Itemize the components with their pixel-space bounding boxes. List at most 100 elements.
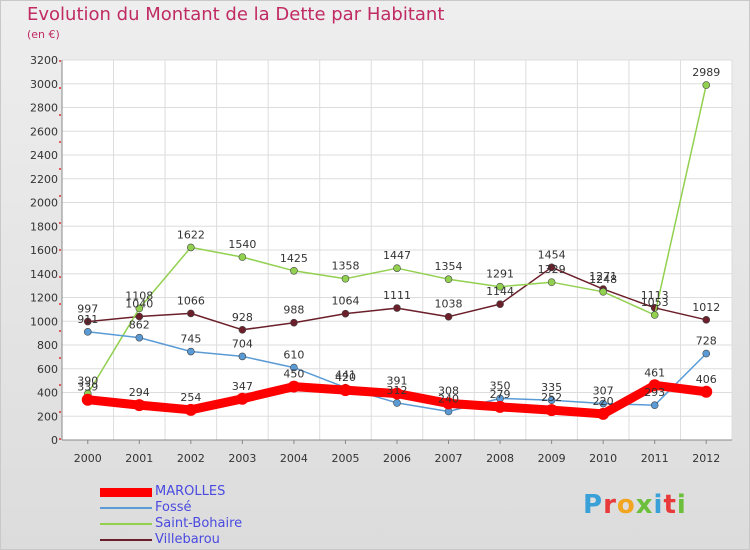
data-point xyxy=(650,401,659,410)
y-tick-label: 2600 xyxy=(30,125,58,138)
data-point xyxy=(187,243,195,252)
data-label: 610 xyxy=(283,349,304,362)
logo-letter: r xyxy=(603,490,617,520)
data-point xyxy=(238,325,247,334)
y-tick-label: 2200 xyxy=(30,173,58,186)
data-label: 1447 xyxy=(383,249,411,262)
data-label: 2989 xyxy=(692,66,720,79)
data-label: 1425 xyxy=(280,252,308,265)
data-point xyxy=(547,263,556,272)
data-label: 1271 xyxy=(589,270,617,283)
data-point xyxy=(341,309,350,318)
data-label: 988 xyxy=(283,304,304,317)
data-label: 1454 xyxy=(538,248,566,261)
data-label: 1354 xyxy=(435,260,463,273)
x-tick-label: 2002 xyxy=(177,452,205,465)
data-point xyxy=(702,81,711,89)
data-point xyxy=(702,316,711,324)
y-tick-label: 200 xyxy=(37,410,58,423)
data-label: 1038 xyxy=(435,298,463,311)
data-label: 1291 xyxy=(486,268,514,281)
x-tick-label: 2005 xyxy=(331,452,359,465)
data-label: 1540 xyxy=(228,238,256,251)
data-point xyxy=(496,300,504,308)
data-point xyxy=(135,333,144,342)
y-tick-label: 0 xyxy=(51,434,58,447)
data-label: 252 xyxy=(541,391,562,404)
data-label: 307 xyxy=(593,385,614,398)
chart-title: Evolution du Montant de la Dette par Hab… xyxy=(27,4,445,25)
data-label: 420 xyxy=(335,371,356,384)
legend-label: Saint-Bohaire xyxy=(155,516,243,531)
proxiti-logo: Proxiti xyxy=(583,490,687,520)
data-label: 312 xyxy=(387,384,408,397)
data-label: 1113 xyxy=(641,289,669,302)
logo-letter: t xyxy=(663,490,677,520)
data-label: 1108 xyxy=(125,289,153,302)
data-label: 1012 xyxy=(692,301,720,314)
x-tick-label: 2010 xyxy=(589,452,617,465)
x-tick-label: 2006 xyxy=(383,452,411,465)
y-tick-label: 2000 xyxy=(30,197,58,210)
data-label: 1248 xyxy=(589,273,617,286)
data-point xyxy=(547,278,556,286)
legend-label: Villebarou xyxy=(155,532,220,547)
legend-swatch xyxy=(100,539,152,541)
grid-layer xyxy=(61,59,733,441)
data-label: 1622 xyxy=(177,228,205,241)
data-point xyxy=(238,352,247,361)
y-tick-label: 600 xyxy=(37,363,58,376)
data-point xyxy=(702,349,711,358)
legend-swatch xyxy=(100,507,152,509)
data-label: 254 xyxy=(180,391,201,404)
data-point xyxy=(393,399,401,407)
data-label: 279 xyxy=(490,388,511,401)
data-point xyxy=(393,264,401,272)
data-label: 728 xyxy=(696,335,717,348)
data-point xyxy=(700,385,713,398)
data-point xyxy=(494,400,507,413)
data-label: 308 xyxy=(438,384,459,397)
data-label: 1358 xyxy=(331,260,359,273)
legend-label: MAROLLES xyxy=(155,484,226,499)
data-point xyxy=(135,304,144,313)
data-label: 911 xyxy=(77,313,98,326)
data-point xyxy=(236,392,249,405)
data-label: 339 xyxy=(77,381,98,394)
data-label: 390 xyxy=(77,375,98,388)
data-label: 240 xyxy=(438,393,459,406)
data-point xyxy=(444,312,453,321)
data-point xyxy=(287,380,300,393)
y-tick-label: 3000 xyxy=(30,78,58,91)
data-label: 450 xyxy=(283,368,304,381)
data-point xyxy=(442,397,455,410)
data-point xyxy=(496,282,504,291)
data-point xyxy=(187,347,195,356)
data-label: 294 xyxy=(129,386,150,399)
legend-label: Fossé xyxy=(155,500,192,515)
y-tick-label: 400 xyxy=(37,387,58,400)
legend-swatch xyxy=(100,523,152,525)
data-point xyxy=(81,393,94,406)
y-tick-label: 2800 xyxy=(30,102,58,115)
x-tick-label: 2004 xyxy=(280,452,308,465)
y-tick-label: 1200 xyxy=(30,292,58,305)
data-point xyxy=(599,287,607,296)
data-point xyxy=(238,253,247,261)
data-label: 1066 xyxy=(177,294,205,307)
axis-layer: 0 200 400 600 800 1000 1200 1400 1600 1800 2000 220… xyxy=(30,54,732,465)
data-label: 997 xyxy=(77,303,98,316)
data-point xyxy=(341,274,350,283)
data-point xyxy=(393,304,401,312)
data-label: 862 xyxy=(129,319,150,332)
data-label: 347 xyxy=(232,380,253,393)
data-label: 704 xyxy=(232,337,253,350)
data-label-layer: 997 1040 1066 928 988 1064 1111 1038 1144 1454 127… xyxy=(77,66,720,408)
data-label: 1144 xyxy=(486,285,514,298)
chart-subtitle: (en €) xyxy=(27,28,60,41)
logo-letter: i xyxy=(676,490,687,520)
data-point xyxy=(547,396,556,405)
data-label: 350 xyxy=(490,379,511,392)
data-label: 406 xyxy=(696,373,717,386)
